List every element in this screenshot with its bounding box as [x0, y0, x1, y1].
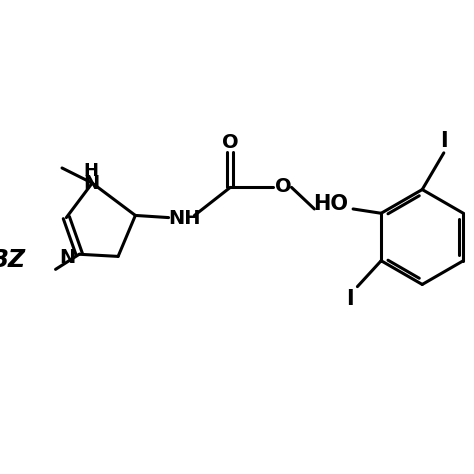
Text: I: I	[440, 131, 447, 151]
Text: I: I	[346, 289, 354, 309]
Text: N: N	[83, 173, 100, 192]
Text: N: N	[59, 248, 75, 267]
Text: O: O	[222, 133, 238, 152]
Text: NH: NH	[168, 209, 201, 228]
Text: O: O	[274, 177, 291, 196]
Text: HO: HO	[313, 194, 348, 214]
Text: H: H	[84, 162, 99, 180]
Text: BZ: BZ	[0, 247, 26, 272]
